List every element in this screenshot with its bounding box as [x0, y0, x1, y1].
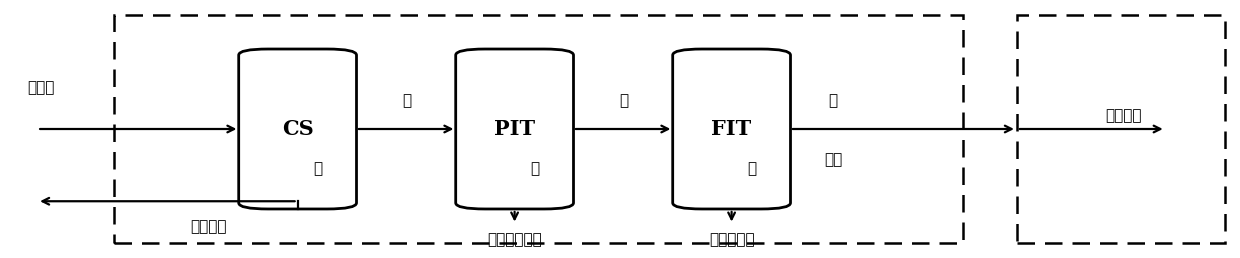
- Text: 是: 是: [531, 162, 539, 176]
- Text: 返回数据: 返回数据: [190, 220, 227, 235]
- FancyBboxPatch shape: [672, 49, 791, 209]
- Text: 是: 是: [314, 162, 322, 176]
- Text: 兴趣包: 兴趣包: [27, 80, 55, 95]
- FancyBboxPatch shape: [456, 49, 573, 209]
- Text: CS: CS: [281, 119, 314, 139]
- Text: 是: 是: [828, 93, 838, 108]
- Text: 继续: 继续: [825, 152, 842, 167]
- Text: PIT: PIT: [494, 119, 536, 139]
- Text: 增加响应接口: 增加响应接口: [487, 232, 542, 247]
- Text: 否: 否: [748, 162, 756, 176]
- FancyBboxPatch shape: [238, 49, 357, 209]
- Text: 丢弃兴趣包: 丢弃兴趣包: [709, 232, 754, 247]
- Text: 否: 否: [402, 93, 412, 108]
- Text: 下一节点: 下一节点: [1105, 109, 1142, 124]
- Bar: [1017, 15, 1225, 243]
- Bar: [114, 15, 963, 243]
- Text: FIT: FIT: [712, 119, 751, 139]
- Text: 否: 否: [619, 93, 629, 108]
